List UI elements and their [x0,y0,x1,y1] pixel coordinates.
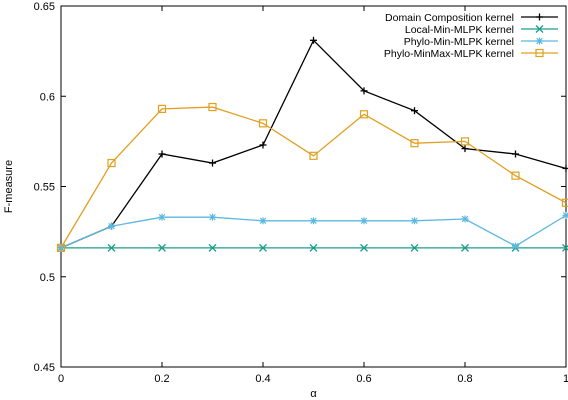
data-point [208,102,217,112]
legend-marker [535,48,544,58]
data-point [259,243,267,252]
legend-marker [536,37,543,45]
data-point [561,198,568,207]
series-layer [56,36,568,252]
data-point [309,243,318,252]
data-point [460,137,470,146]
data-point [309,151,318,160]
legend-entry: Local-Min-MLPK kernel [405,24,558,36]
data-point [157,104,167,113]
data-point [209,213,216,221]
y-tick-label: 0.45 [34,362,55,374]
x-tick-label: 1 [563,373,568,385]
data-point [461,243,469,252]
data-point [360,217,368,225]
y-tick-label: 0.5 [40,272,55,284]
legend-label: Local-Min-MLPK kernel [405,24,514,36]
y-tick-label: 0.65 [34,1,55,13]
data-point [511,171,520,180]
data-point [107,158,116,168]
x-axis-label: α [310,388,317,400]
data-point [410,139,419,148]
y-tick-label: 0.55 [34,182,55,194]
y-axis-ticks: 0.45 0.5 0.55 0.6 0.65 [34,1,566,374]
data-point [512,242,519,250]
legend-label: Phylo-Min-MLPK kernel [404,36,514,48]
data-point [359,110,369,119]
data-point [56,243,66,252]
legend-marker [535,25,544,33]
x-tick-label: 0.2 [154,373,169,385]
data-point [461,215,469,223]
series-3 [57,211,568,252]
data-point [410,243,419,252]
series-4 [56,102,568,252]
data-point [208,243,217,252]
x-tick-label: 0.6 [356,373,371,385]
x-tick-label: 0.8 [457,373,472,385]
y-tick-label: 0.6 [40,91,55,103]
y-axis-label: F-measure [3,160,15,213]
series-line [60,39,567,249]
plot-border [60,5,567,368]
series-2 [57,243,568,252]
data-point [107,243,116,252]
series-line [60,106,567,249]
legend-entry: Phylo-Min-MLPK kernel [404,36,558,48]
legend-entry: Domain Composition kernel [385,12,558,24]
legend: Domain Composition kernelLocal-Min-MLPK … [384,12,558,60]
data-point [108,222,115,230]
series-1 [57,36,568,252]
plot-frame [60,5,567,368]
data-point [259,217,267,225]
x-tick-label: 0 [58,373,64,385]
x-tick-label: 0.4 [255,373,270,385]
data-point [310,217,317,225]
data-point [411,217,418,225]
legend-label: Phylo-MinMax-MLPK kernel [384,48,514,60]
data-point [158,213,166,221]
x-axis-ticks: 0 0.2 0.4 0.6 0.8 1 [58,6,568,385]
data-point [562,244,568,252]
legend-entry: Phylo-MinMax-MLPK kernel [384,48,558,60]
legend-label: Domain Composition kernel [385,12,514,24]
data-point [158,243,166,252]
data-point [258,119,268,128]
data-point [360,243,368,252]
